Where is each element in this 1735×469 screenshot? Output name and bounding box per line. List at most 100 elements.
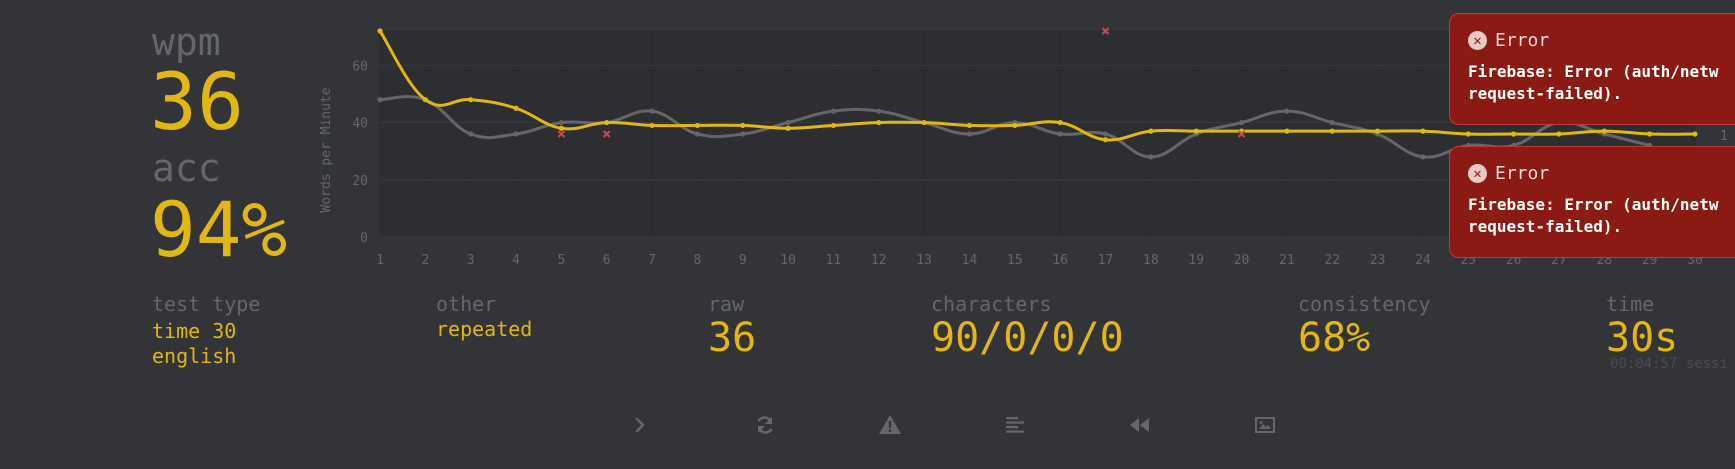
consistency-value: 68% [1298,315,1371,361]
point-wpm [1193,128,1199,134]
point-wpm [377,28,383,34]
x-tick-label: 5 [557,253,565,268]
right-axis-tick: 1 [1720,129,1728,144]
time-group: time 30s [1606,292,1678,360]
point-raw [649,108,655,114]
words-history-button[interactable] [995,412,1035,438]
acc-value: 94% [150,185,288,274]
x-tick-label: 23 [1370,253,1386,268]
restart-icon [757,416,773,434]
point-raw [740,131,746,137]
test-type-label: test type [152,292,261,316]
raw-value: 36 [708,315,757,361]
next-test-icon [635,417,645,433]
acc-label: acc [152,146,221,190]
characters-group: characters 90/0/0/0 [931,292,1124,360]
wpm-value: 36 [150,58,244,148]
y-axis-label: Words per Minute [319,87,334,212]
characters-value: 90/0/0/0 [931,315,1124,361]
point-wpm [604,119,610,126]
time-label: time [1606,292,1655,316]
next-test-button[interactable] [620,412,660,438]
other-label: other [436,292,497,316]
point-wpm [740,122,746,129]
test-type-mode: time 30 [152,319,237,343]
consistency-group: consistency 68% [1298,292,1430,360]
point-wpm [1692,131,1698,137]
point-raw [876,108,882,114]
point-wpm [1148,128,1154,134]
point-wpm [1556,131,1562,137]
point-wpm [1601,128,1607,134]
x-tick-label: 1 [376,253,384,268]
x-tick-label: 14 [962,253,978,268]
error-toast[interactable]: ✕ Error Firebase: Error (auth/netw reques… [1449,13,1735,125]
error-icon: ✕ [1468,164,1487,183]
point-raw [377,97,383,103]
point-wpm [1647,131,1653,137]
point-wpm [1057,119,1063,126]
point-wpm [966,122,973,129]
point-wpm [694,122,701,129]
point-wpm [830,122,837,129]
x-tick-label: 2 [421,253,429,268]
error-marker [1101,27,1110,35]
x-tick-label: 12 [871,253,887,268]
x-tick-label: 18 [1143,253,1159,268]
x-tick-label: 22 [1324,253,1340,268]
test-type-group: test type time 30 english [152,292,260,369]
x-tick-label: 19 [1188,253,1204,268]
toast-message: Firebase: Error (auth/netw request-faile… [1468,195,1719,236]
x-tick-label: 16 [1052,253,1068,268]
point-wpm [558,125,564,131]
other-value: repeated [436,317,533,341]
wpm-label: wpm [152,20,221,64]
time-value: 30s [1606,315,1679,361]
screenshot-button[interactable] [1245,412,1285,438]
toast-message: Firebase: Error (auth/netw request-faile… [1468,62,1719,103]
y-axis-ticks: 0 20 40 60 [352,59,368,246]
words-history-icon [1006,417,1024,433]
x-tick-label: 24 [1415,253,1431,268]
point-raw [1420,154,1426,160]
characters-label: characters [931,292,1052,316]
report-icon [879,415,901,434]
x-tick-label: 9 [739,253,747,268]
point-wpm [1374,128,1381,134]
point-wpm [1102,137,1109,143]
x-tick-label: 8 [693,253,701,268]
point-raw [694,131,701,137]
error-marker [603,130,611,138]
consistency-label: consistency [1298,292,1431,316]
point-wpm [422,97,428,103]
screenshot-icon [1255,417,1275,433]
y-tick-label: 40 [352,117,368,132]
report-button[interactable] [870,412,910,438]
raw-group: raw 36 [708,292,756,360]
point-wpm [1329,128,1335,134]
replay-button[interactable] [1120,412,1160,438]
x-tick-label: 17 [1098,253,1114,268]
other-group: other repeated [436,292,532,342]
error-markers [557,27,1246,138]
point-raw [1329,119,1335,126]
point-raw [1284,108,1290,114]
x-tick-label: 4 [512,253,520,268]
toast-title: Error [1495,163,1550,184]
y-tick-label: 60 [352,59,368,74]
error-marker [557,130,566,138]
point-raw [1057,131,1063,137]
point-raw [468,131,474,137]
point-wpm [468,97,474,103]
point-wpm [1420,128,1426,134]
x-axis-ticks: 1 2 3 4 5 6 7 8 9 10 11 12 13 14 15 16 17 18 19 20 21 22 23 24 2… [376,253,1703,268]
chart-series [377,28,1698,160]
x-tick-label: 7 [648,253,656,268]
point-wpm [1012,122,1018,129]
x-tick-label: 15 [1007,253,1023,268]
restart-button[interactable] [745,412,785,438]
error-toast[interactable]: ✕ Error Firebase: Error (auth/netw reques… [1449,146,1735,258]
y-tick-label: 0 [360,231,368,246]
point-raw [1148,154,1154,160]
toast-title: Error [1495,30,1550,51]
